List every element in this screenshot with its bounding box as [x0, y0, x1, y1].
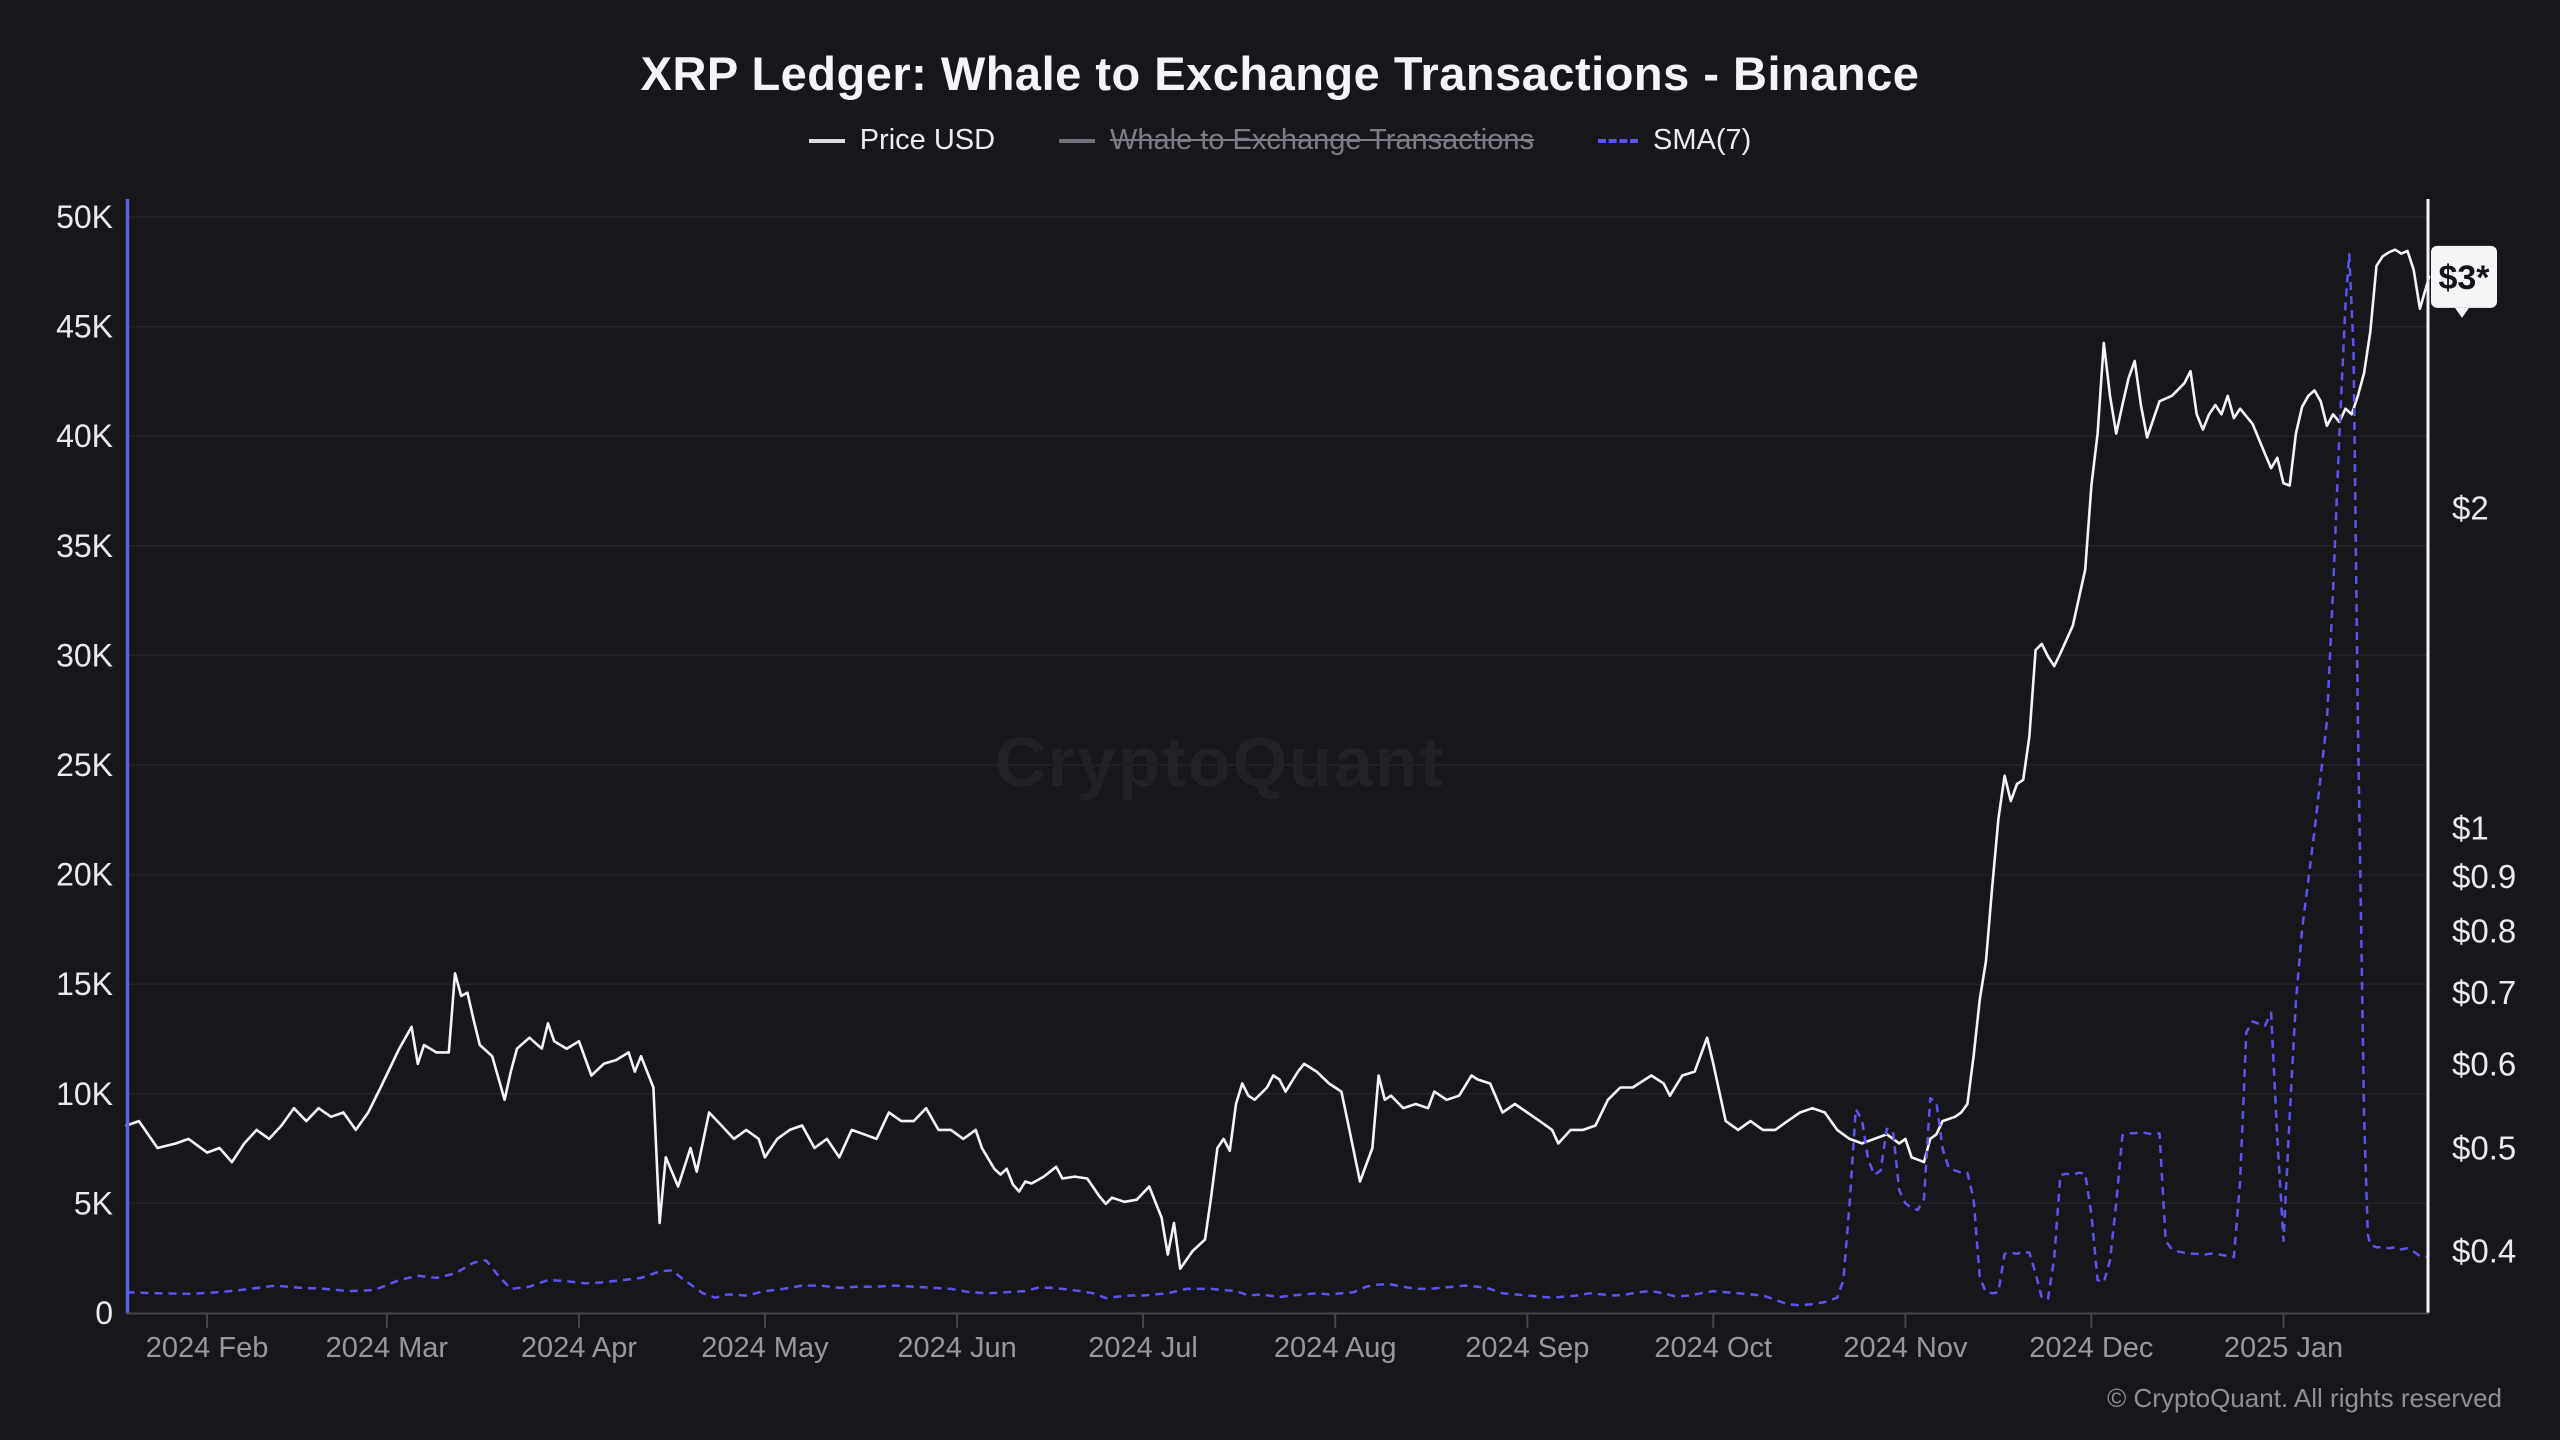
x-axis: 2024 Feb 2024 Mar 2024 Apr 2024 May 2024 Jun…: [146, 1314, 2343, 1364]
x-axis-label: 2024 Jun: [897, 1332, 1016, 1364]
x-axis-label: 2024 Jul: [1088, 1332, 1198, 1364]
chart-title: XRP Ledger: Whale to Exchange Transactio…: [640, 47, 1920, 100]
y-axis-label-right: $0.9: [2452, 858, 2516, 895]
gridlines: [128, 216, 2427, 1205]
y-axis-label-right: $0.4: [2452, 1233, 2516, 1270]
price-line-icon: [808, 138, 845, 143]
svg-text:$3*: $3*: [2438, 259, 2490, 297]
y-axis-label-right: $0.6: [2452, 1045, 2516, 1082]
x-axis-label: 2024 Aug: [1274, 1332, 1397, 1364]
watermark: CryptoQuant: [995, 723, 1445, 801]
y-axis-label-left: 50K: [56, 199, 113, 235]
legend-label-price-usd: Price USD: [859, 124, 996, 156]
y-axis-label-right: $2: [2452, 490, 2489, 527]
left-axis-labels: 0 5K 10K 15K 20K 25K 30K 35K 40K 45K 50K: [56, 199, 113, 1331]
whale-line-icon: [1059, 138, 1096, 143]
price-usd-line[interactable]: [125, 248, 2431, 1270]
y-axis-label-left: 20K: [56, 857, 113, 893]
y-axis-label-left: 10K: [56, 1076, 113, 1112]
y-axis-label-left: 5K: [74, 1185, 113, 1221]
x-axis-label: 2024 May: [701, 1332, 829, 1364]
x-axis-label: 2024 Sep: [1465, 1332, 1589, 1364]
sma-dashed-line-icon: [1598, 138, 1639, 143]
y-axis-label-left: 25K: [56, 747, 113, 783]
x-axis-label: 2024 Mar: [326, 1332, 449, 1364]
copyright-footer: © CryptoQuant. All rights reserved: [2107, 1383, 2502, 1413]
x-axis-label: 2025 Jan: [2224, 1332, 2343, 1364]
x-axis-label: 2024 Feb: [146, 1332, 269, 1364]
x-axis-label: 2024 Dec: [2029, 1332, 2153, 1364]
legend-item-whale-to-exchange[interactable]: Whale to Exchange Transactions: [1059, 124, 1534, 157]
y-axis-label-right: $0.8: [2452, 913, 2516, 950]
sma7-dashed-line[interactable]: [126, 253, 2430, 1307]
x-axis-label: 2024 Apr: [521, 1332, 637, 1364]
y-axis-label-right: $0.5: [2452, 1129, 2516, 1166]
y-axis-label-right: $1: [2452, 810, 2489, 847]
y-axis-label-left: 45K: [56, 309, 113, 345]
y-axis-label-right: $0.7: [2452, 974, 2516, 1011]
legend: Price USD Whale to Exchange Transactions…: [0, 124, 2560, 157]
y-axis-label-left: 35K: [56, 528, 113, 564]
x-axis-label: 2024 Oct: [1654, 1332, 1772, 1364]
legend-label-sma7: SMA(7): [1653, 124, 1752, 156]
y-axis-label-left: 15K: [56, 966, 113, 1002]
legend-label-whale-to-exchange: Whale to Exchange Transactions: [1110, 124, 1535, 156]
y-axis-label-left: 0: [95, 1295, 113, 1331]
legend-item-sma7[interactable]: SMA(7): [1598, 124, 1751, 157]
right-axis-labels: $0.4 $0.5 $0.6 $0.7 $0.8 $0.9 $1 $2: [2452, 490, 2516, 1270]
y-axis-label-left: 40K: [56, 418, 113, 454]
x-axis-label: 2024 Nov: [1843, 1332, 1968, 1364]
legend-item-price-usd[interactable]: Price USD: [808, 124, 996, 157]
current-price-tag: $3*: [2431, 245, 2497, 318]
y-axis-label-left: 30K: [56, 637, 113, 673]
